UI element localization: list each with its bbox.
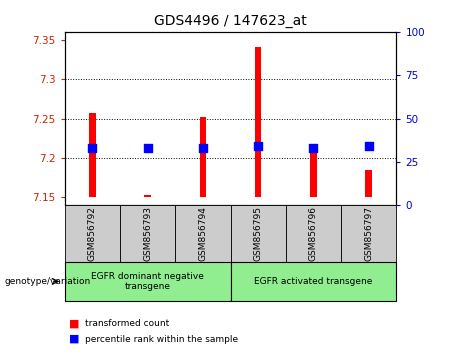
- Point: [254, 143, 262, 149]
- Text: GSM856792: GSM856792: [88, 206, 97, 261]
- Bar: [175, 205, 230, 262]
- Text: GDS4496 / 147623_at: GDS4496 / 147623_at: [154, 14, 307, 28]
- Text: EGFR activated transgene: EGFR activated transgene: [254, 277, 372, 286]
- Bar: [286, 205, 341, 262]
- Bar: [65, 205, 120, 262]
- Text: transformed count: transformed count: [85, 319, 170, 329]
- Text: GSM856797: GSM856797: [364, 206, 373, 261]
- Bar: [120, 205, 175, 262]
- Bar: [89, 113, 95, 198]
- Bar: [144, 195, 151, 198]
- Text: GSM856795: GSM856795: [254, 206, 263, 261]
- Point: [199, 145, 207, 150]
- Text: EGFR dominant negative
transgene: EGFR dominant negative transgene: [91, 272, 204, 291]
- Text: ■: ■: [69, 334, 80, 344]
- Point: [89, 145, 96, 150]
- Text: GSM856793: GSM856793: [143, 206, 152, 261]
- Bar: [310, 149, 317, 198]
- Point: [310, 145, 317, 150]
- Bar: [230, 262, 396, 301]
- Point: [365, 143, 372, 149]
- Bar: [200, 117, 206, 198]
- Text: genotype/variation: genotype/variation: [5, 277, 91, 286]
- Text: ■: ■: [69, 319, 80, 329]
- Text: percentile rank within the sample: percentile rank within the sample: [85, 335, 238, 344]
- Text: GSM856796: GSM856796: [309, 206, 318, 261]
- Bar: [65, 262, 230, 301]
- Text: GSM856794: GSM856794: [198, 206, 207, 261]
- Bar: [255, 47, 261, 198]
- Point: [144, 145, 151, 150]
- Bar: [341, 205, 396, 262]
- Bar: [366, 170, 372, 198]
- Bar: [230, 205, 286, 262]
